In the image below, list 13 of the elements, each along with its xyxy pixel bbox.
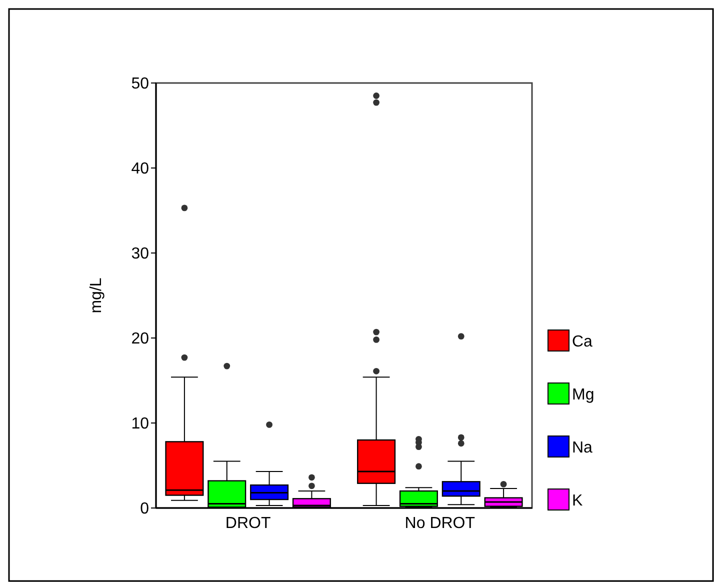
legend-label: K bbox=[572, 492, 583, 510]
legend-label: Na bbox=[572, 440, 593, 457]
y-tick-label: 20 bbox=[131, 330, 150, 348]
legend-label: Mg bbox=[572, 386, 594, 404]
y-tick-label: 10 bbox=[131, 416, 150, 433]
y-tick-label: 30 bbox=[131, 246, 150, 263]
y-tick-label: 0 bbox=[140, 500, 150, 518]
legend-label: Ca bbox=[572, 334, 593, 351]
x-tick-label: DROT bbox=[225, 515, 271, 532]
y-axis-title: mg/L bbox=[88, 278, 105, 314]
y-tick-label: 50 bbox=[131, 76, 150, 93]
y-tick-label: 40 bbox=[131, 160, 150, 178]
x-tick-label: No DROT bbox=[404, 515, 476, 532]
